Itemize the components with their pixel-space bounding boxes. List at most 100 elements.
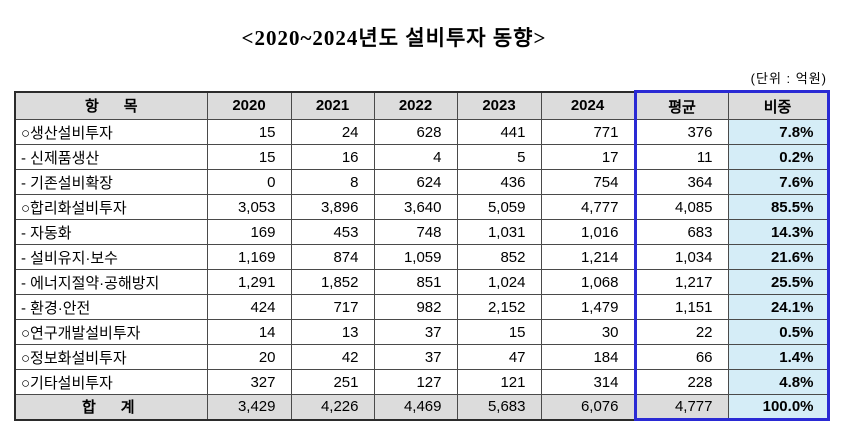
share-value: 24.1% [727, 294, 830, 320]
unit-label: (단위 : 억원) [750, 71, 827, 86]
column-header-share: 비중 [727, 90, 830, 120]
year-value-y2022: 851 [373, 269, 458, 295]
share-value: 85.5% [727, 194, 830, 220]
table-row: - 자동화 169 453 748 1,031 1,016 683 14.3% [14, 219, 830, 245]
year-value-y2024: 6,076 [540, 394, 636, 420]
year-value-y2024: 184 [540, 344, 636, 370]
item-label: - 설비유지·보수 [14, 244, 208, 270]
item-label: 합 계 [14, 394, 208, 420]
year-value-y2022: 127 [373, 369, 458, 395]
year-value-y2024: 314 [540, 369, 636, 395]
table-row: ○연구개발설비투자 14 13 37 15 30 22 0.5% [14, 319, 830, 345]
year-value-y2023: 2,152 [456, 294, 542, 320]
average-value: 66 [633, 344, 729, 370]
year-value-y2020: 169 [206, 219, 292, 245]
year-value-y2024: 1,214 [540, 244, 636, 270]
investment-table: 항 목 2020 2021 2022 2023 2024 평균 비중 ○생산설비투자 15 24 6… [14, 90, 830, 421]
year-value-y2021: 453 [290, 219, 375, 245]
item-label: ○기타설비투자 [14, 369, 208, 395]
table-row: - 환경·안전 424 717 982 2,152 1,479 1,151 24.1% [14, 294, 830, 320]
year-value-y2022: 37 [373, 319, 458, 345]
year-value-y2024: 17 [540, 144, 636, 170]
page-title: <2020~2024년도 설비투자 동향> [241, 26, 547, 50]
year-value-y2022: 982 [373, 294, 458, 320]
table-row: - 설비유지·보수 1,169 874 1,059 852 1,214 1,034 21.6% [14, 244, 830, 270]
year-value-y2022: 4 [373, 144, 458, 170]
year-value-y2023: 5 [456, 144, 542, 170]
year-value-y2023: 441 [456, 119, 542, 145]
year-value-y2020: 327 [206, 369, 292, 395]
year-value-y2020: 1,291 [206, 269, 292, 295]
year-value-y2022: 624 [373, 169, 458, 195]
share-value: 1.4% [727, 344, 830, 370]
year-value-y2024: 1,479 [540, 294, 636, 320]
table-row: - 기존설비확장 0 8 624 436 754 364 7.6% [14, 169, 830, 195]
year-value-y2024: 771 [540, 119, 636, 145]
column-header-y2021: 2021 [290, 91, 375, 120]
year-value-y2021: 1,852 [290, 269, 375, 295]
column-header-y2020: 2020 [206, 91, 292, 120]
year-value-y2024: 30 [540, 319, 636, 345]
year-value-y2022: 4,469 [373, 394, 458, 420]
report-page: <2020~2024년도 설비투자 동향> (단위 : 억원) 항 목 2020 2… [14, 26, 830, 421]
year-value-y2023: 15 [456, 319, 542, 345]
average-value: 1,151 [633, 294, 729, 320]
table-header: 항 목 2020 2021 2022 2023 2024 평균 비중 [14, 90, 830, 120]
year-value-y2023: 47 [456, 344, 542, 370]
year-value-y2024: 754 [540, 169, 636, 195]
share-value: 100.0% [727, 394, 830, 421]
item-label: - 환경·안전 [14, 294, 208, 320]
item-label: - 에너지절약·공해방지 [14, 269, 208, 295]
year-value-y2021: 251 [290, 369, 375, 395]
table-row: - 에너지절약·공해방지 1,291 1,852 851 1,024 1,068 1,217… [14, 269, 830, 295]
column-header-y2023: 2023 [456, 91, 542, 120]
share-value: 25.5% [727, 269, 830, 295]
share-value: 21.6% [727, 244, 830, 270]
year-value-y2024: 1,068 [540, 269, 636, 295]
average-value: 4,777 [633, 394, 729, 421]
table-row: ○합리화설비투자 3,053 3,896 3,640 5,059 4,777 4,085 85… [14, 194, 830, 220]
table-row: ○기타설비투자 327 251 127 121 314 228 4.8% [14, 369, 830, 395]
year-value-y2021: 42 [290, 344, 375, 370]
year-value-y2022: 37 [373, 344, 458, 370]
year-value-y2023: 121 [456, 369, 542, 395]
average-value: 683 [633, 219, 729, 245]
average-value: 22 [633, 319, 729, 345]
year-value-y2020: 20 [206, 344, 292, 370]
year-value-y2022: 628 [373, 119, 458, 145]
year-value-y2021: 4,226 [290, 394, 375, 420]
header-row: 항 목 2020 2021 2022 2023 2024 평균 비중 [14, 90, 830, 120]
year-value-y2021: 3,896 [290, 194, 375, 220]
average-value: 11 [633, 144, 729, 170]
year-value-y2020: 14 [206, 319, 292, 345]
share-value: 4.8% [727, 369, 830, 395]
year-value-y2020: 424 [206, 294, 292, 320]
average-value: 364 [633, 169, 729, 195]
item-label: - 기존설비확장 [14, 169, 208, 195]
year-value-y2020: 3,053 [206, 194, 292, 220]
average-value: 376 [633, 119, 729, 145]
year-value-y2023: 1,031 [456, 219, 542, 245]
year-value-y2023: 852 [456, 244, 542, 270]
share-value: 0.5% [727, 319, 830, 345]
table-row: ○생산설비투자 15 24 628 441 771 376 7.8% [14, 119, 830, 145]
item-label: ○생산설비투자 [14, 119, 208, 145]
share-value: 14.3% [727, 219, 830, 245]
share-value: 0.2% [727, 144, 830, 170]
table-row: ○정보화설비투자 20 42 37 47 184 66 1.4% [14, 344, 830, 370]
year-value-y2020: 15 [206, 119, 292, 145]
total-row: 합 계 3,429 4,226 4,469 5,683 6,076 4,777 100.0% [14, 394, 830, 421]
share-value: 7.6% [727, 169, 830, 195]
year-value-y2020: 1,169 [206, 244, 292, 270]
year-value-y2021: 8 [290, 169, 375, 195]
year-value-y2022: 3,640 [373, 194, 458, 220]
year-value-y2023: 5,683 [456, 394, 542, 420]
item-label: ○정보화설비투자 [14, 344, 208, 370]
item-label: - 자동화 [14, 219, 208, 245]
item-label: ○연구개발설비투자 [14, 319, 208, 345]
average-value: 1,217 [633, 269, 729, 295]
year-value-y2024: 4,777 [540, 194, 636, 220]
year-value-y2021: 16 [290, 144, 375, 170]
year-value-y2021: 13 [290, 319, 375, 345]
column-header-y2022: 2022 [373, 91, 458, 120]
